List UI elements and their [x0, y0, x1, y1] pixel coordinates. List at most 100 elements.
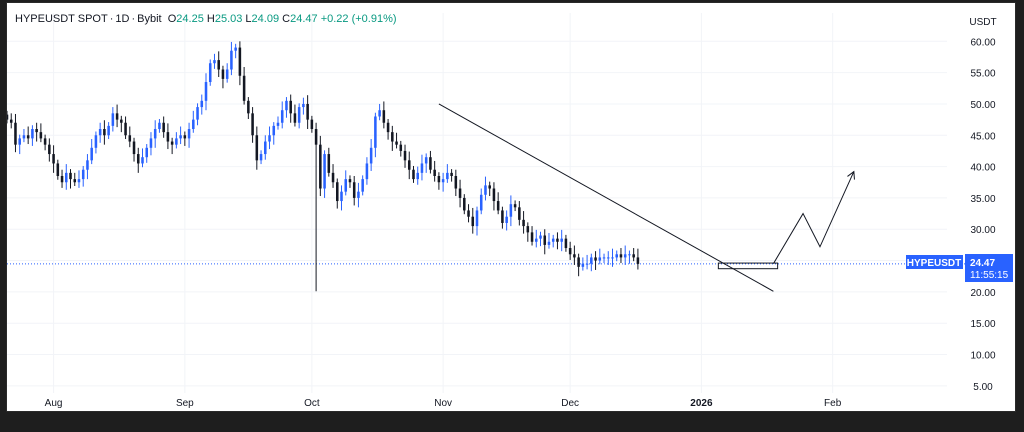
candle-body — [22, 135, 26, 139]
legend-separator: · — [131, 13, 136, 25]
legend-symbol[interactable]: HYPEUSDT SPOT — [15, 13, 108, 25]
candle-body — [43, 138, 47, 145]
candle-body — [192, 119, 195, 130]
candle-body — [602, 257, 606, 259]
candle-body — [280, 110, 284, 123]
price-axis[interactable]: 60.0055.0050.0045.0040.0035.0030.0025.00… — [970, 37, 995, 393]
price-tag-value: 24.47 — [970, 258, 995, 269]
candle-body — [412, 169, 415, 180]
candle-body — [158, 122, 161, 130]
candle-body — [522, 219, 525, 227]
candle-body — [73, 179, 77, 183]
symbol-tag-text: HYPEUSDT — [907, 258, 961, 269]
candle-body — [628, 254, 631, 256]
grid — [7, 13, 965, 393]
candle-body — [619, 254, 623, 258]
time-axis[interactable]: Aug Sep Oct Nov Dec 2026 Feb — [45, 398, 842, 409]
candle-body — [598, 257, 602, 261]
candle-body — [623, 254, 627, 258]
legend-low-label: L — [245, 13, 252, 25]
legend-interval[interactable]: 1D — [115, 13, 130, 25]
candle-body — [357, 191, 360, 198]
candle-body — [505, 216, 508, 223]
candle-body — [52, 154, 55, 164]
candle-body — [492, 188, 496, 202]
candle-body — [437, 175, 441, 183]
candle-body — [289, 100, 292, 114]
candle-body — [590, 257, 593, 264]
y-tick-label: 15.00 — [970, 319, 995, 330]
candle-body — [463, 197, 466, 211]
candle-body — [149, 138, 153, 148]
candle-body — [86, 160, 89, 170]
candle-body — [225, 69, 229, 79]
last-price-tag: HYPEUSDT 24.47 11:55:15 — [906, 254, 1013, 282]
candle-body — [369, 147, 373, 164]
y-tick-label: 30.00 — [970, 225, 995, 236]
candle-body — [35, 129, 38, 133]
candle-body — [526, 226, 530, 233]
candle-body — [31, 129, 34, 139]
y-tick-label: 40.00 — [970, 163, 995, 174]
candle-body — [361, 179, 364, 192]
candle-body — [399, 144, 403, 151]
candle-body — [242, 75, 246, 101]
candle-body — [327, 154, 331, 173]
x-tick-label: Dec — [561, 398, 579, 409]
symbol-tag-bg — [906, 255, 963, 269]
y-tick-label: 55.00 — [970, 69, 995, 80]
candle-body — [564, 238, 568, 249]
candle-body — [568, 248, 572, 255]
candle-body — [56, 163, 60, 176]
candle-body — [196, 107, 199, 120]
candle-body — [501, 210, 504, 223]
candle-body — [39, 132, 43, 139]
candlestick-chart[interactable]: 60.0055.0050.0045.0040.0035.0030.0025.00… — [7, 3, 1015, 411]
legend-low-value: 24.09 — [251, 13, 280, 25]
candle-body — [577, 257, 580, 267]
legend-exchange: Bybit — [137, 13, 162, 25]
candle-body — [513, 204, 517, 208]
candle-body — [179, 135, 182, 139]
candle-body — [285, 100, 288, 111]
y-tick-label: 35.00 — [970, 194, 995, 205]
ohlc-legend: HYPEUSDT SPOT · 1D · Bybit O24.25 H25.03 L24… — [15, 13, 397, 25]
candle-body — [153, 129, 157, 139]
candle-body — [395, 141, 398, 145]
candle-body — [230, 50, 233, 70]
candle-body — [488, 185, 491, 189]
candle-body — [471, 216, 475, 227]
candle-body — [297, 107, 301, 123]
x-tick-label: Feb — [824, 398, 842, 409]
legend-open-value: 24.25 — [176, 13, 204, 25]
candle-body — [340, 191, 343, 202]
candle-body — [14, 122, 17, 145]
y-tick-label: 60.00 — [970, 37, 995, 48]
candle-body — [259, 154, 263, 161]
candle-body — [314, 129, 318, 145]
candle-body — [200, 100, 204, 108]
candle-body — [424, 157, 428, 164]
candle-body — [103, 129, 106, 136]
candle-body — [98, 129, 102, 136]
candle-body — [69, 172, 72, 180]
candle-body — [319, 144, 322, 189]
candle-body — [556, 238, 559, 242]
price-tag-bg — [965, 254, 1013, 282]
candle-body — [606, 257, 610, 259]
candle-body — [128, 135, 132, 142]
candle-body — [433, 169, 436, 176]
candle-body — [484, 185, 487, 195]
candle-body — [268, 135, 271, 142]
legend-close-label: C — [282, 13, 291, 25]
candle-body — [446, 172, 449, 180]
candle-body — [187, 129, 191, 139]
candle-body — [81, 169, 85, 180]
candle-body — [217, 60, 220, 70]
candle-body — [594, 257, 597, 261]
x-tick-label: Nov — [434, 398, 452, 409]
legend-high-label: H — [206, 13, 215, 25]
y-tick-label: 10.00 — [970, 351, 995, 362]
candle-body — [115, 113, 119, 120]
x-tick-label: Oct — [304, 398, 320, 409]
